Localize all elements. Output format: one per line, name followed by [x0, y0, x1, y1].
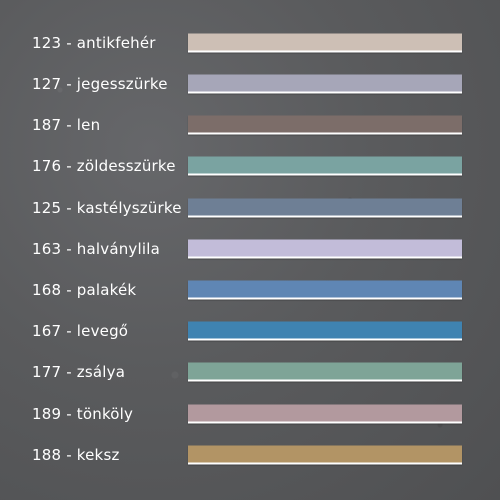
color-swatch: [188, 321, 462, 341]
swatch-label: 125 - kastélyszürke: [32, 199, 182, 217]
color-swatch: [188, 74, 462, 94]
swatch-row-123: 123 - antikfehér: [0, 22, 500, 64]
color-swatch: [188, 445, 462, 465]
swatch-row-189: 189 - tönköly: [0, 393, 500, 435]
swatch-row-167: 167 - levegő: [0, 310, 500, 352]
color-swatch: [188, 239, 462, 259]
color-swatch: [188, 404, 462, 424]
color-swatch: [188, 280, 462, 300]
swatch-label: 187 - len: [32, 116, 101, 134]
swatch-label: 127 - jegesszürke: [32, 75, 168, 93]
swatch-label: 168 - palakék: [32, 281, 137, 299]
swatch-row-177: 177 - zsálya: [0, 351, 500, 393]
swatch-label: 189 - tönköly: [32, 405, 134, 423]
swatch-label: 188 - keksz: [32, 446, 120, 464]
swatch-row-168: 168 - palakék: [0, 269, 500, 311]
swatch-row-188: 188 - keksz: [0, 434, 500, 476]
swatch-label: 177 - zsálya: [32, 363, 126, 381]
color-swatch: [188, 115, 462, 135]
color-swatch: [188, 362, 462, 382]
swatch-row-176: 176 - zöldesszürke: [0, 145, 500, 187]
swatch-label: 167 - levegő: [32, 322, 129, 340]
swatch-label: 163 - halványlila: [32, 240, 160, 258]
color-swatch: [188, 198, 462, 218]
swatch-row-125: 125 - kastélyszürke: [0, 187, 500, 229]
swatch-row-127: 127 - jegesszürke: [0, 63, 500, 105]
color-swatch: [188, 33, 462, 53]
swatch-label: 176 - zöldesszürke: [32, 157, 176, 175]
color-swatch: [188, 156, 462, 176]
swatch-row-187: 187 - len: [0, 104, 500, 146]
swatch-label: 123 - antikfehér: [32, 34, 156, 52]
swatch-row-163: 163 - halványlila: [0, 228, 500, 270]
